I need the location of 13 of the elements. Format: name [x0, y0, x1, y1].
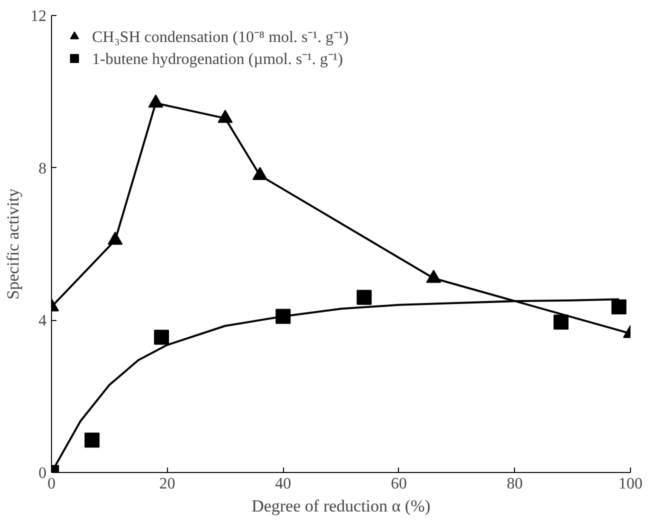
y-tick-label: 4: [38, 312, 46, 330]
x-tick-label: 100: [618, 476, 642, 492]
y-axis-title: Specific activity: [4, 188, 22, 300]
x-tick-label: 60: [390, 476, 407, 492]
y-tick-label: 8: [38, 160, 46, 178]
x-tick-label: 40: [275, 476, 292, 492]
x-axis-title: Degree of reduction α (%): [252, 496, 430, 516]
legend-label: 1-butene hydrogenation (µmol. s⁻¹. g⁻¹): [92, 50, 343, 69]
legend-label: CH₃SH condensation (10⁻⁸ mol. s⁻¹. g⁻¹): [92, 28, 349, 47]
y-tick-label: 12: [30, 8, 46, 25]
x-tick-label: 80: [506, 476, 523, 492]
y-tick-label: 0: [38, 465, 46, 482]
x-tick-label: 20: [159, 476, 176, 492]
